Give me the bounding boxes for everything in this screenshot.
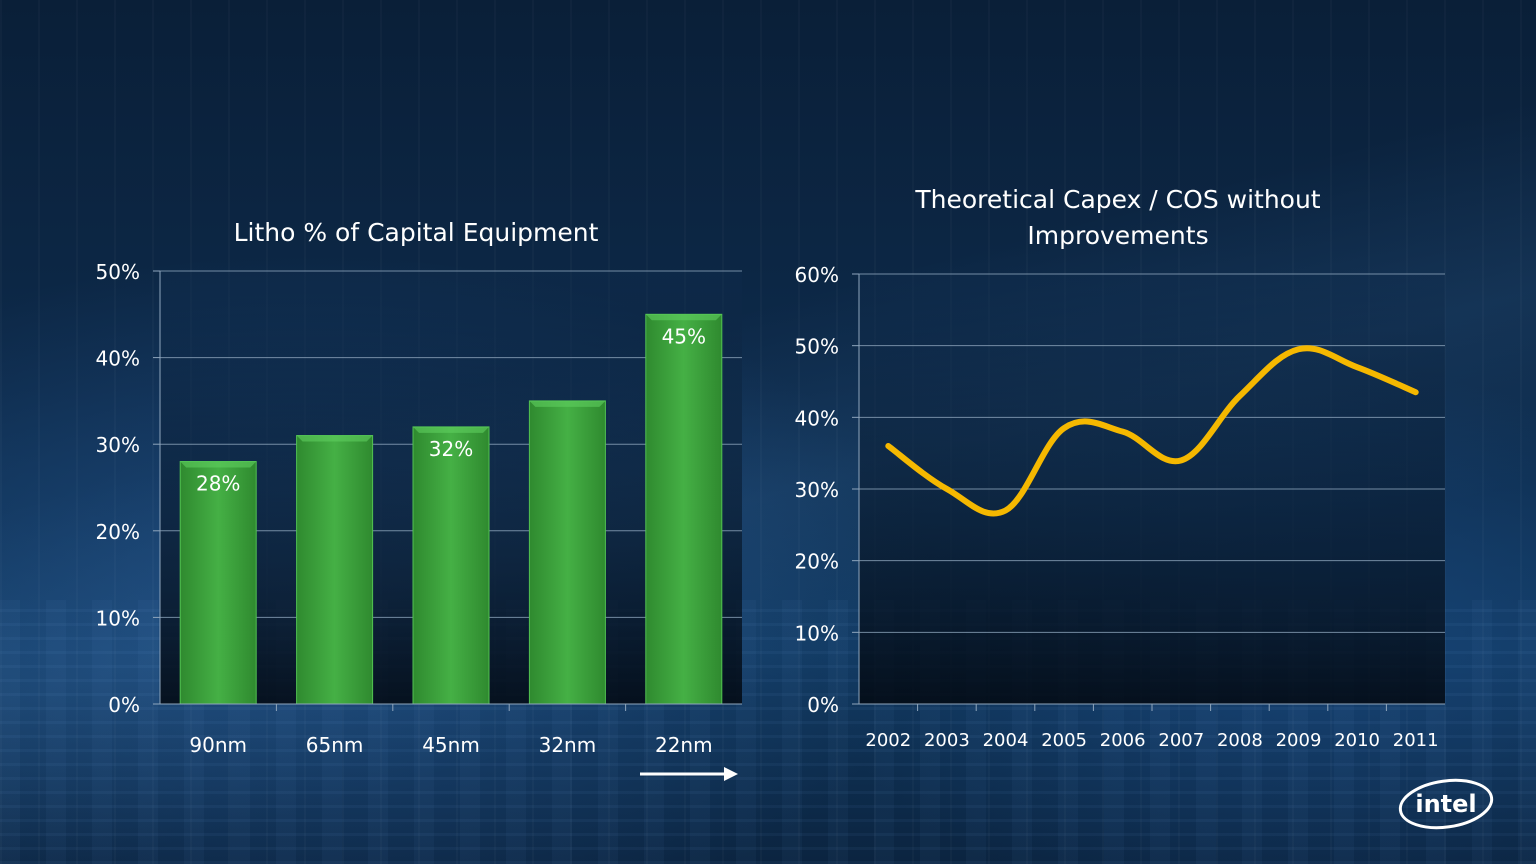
bar-45nm [412, 426, 490, 705]
line-y-tick-label: 10% [795, 621, 839, 645]
bar-65nm [296, 435, 374, 705]
bar-data-label: 28% [196, 472, 240, 496]
bar-chart-title: Litho % of Capital Equipment [234, 218, 599, 247]
line-points [888, 349, 1416, 511]
intel-logo-text: intel [1415, 790, 1476, 818]
line-x-tick-label: 2008 [1217, 730, 1263, 751]
line-series-capex-cos [885, 345, 1419, 517]
line-x-tick-label: 2007 [1158, 730, 1204, 751]
line-y-tick-label: 50% [795, 335, 839, 359]
bar-data-label: 45% [662, 324, 706, 348]
line-y-tick-label: 30% [795, 478, 839, 502]
bar-bevel [645, 314, 722, 321]
bar-22nm [645, 313, 723, 705]
bar-bevel [296, 435, 373, 442]
line-x-tick-label: 2010 [1334, 730, 1380, 751]
bar-x-tick-label: 32nm [539, 733, 597, 757]
bar-32nm [528, 400, 606, 705]
arrow-annotation [640, 767, 738, 781]
line-x-tick-label: 2002 [865, 730, 911, 751]
bar-bevel [529, 400, 606, 407]
line-x-ticks: 2002 2003 2004 2005 2006 2007 2008 2009 2010 2011 [865, 704, 1439, 751]
line-y-tick-label: 40% [795, 406, 839, 430]
bar-chart: Litho % of Capital Equipment 0% 10% 20% 30%… [96, 218, 742, 781]
line-gridlines [859, 273, 1445, 633]
intel-logo-icon: intel [1398, 778, 1494, 830]
bar-y-tick-label: 50% [96, 260, 140, 284]
bar-gridlines [160, 270, 742, 618]
line-y-tick-label: 0% [807, 693, 839, 717]
line-x-tick-label: 2011 [1393, 730, 1439, 751]
line-chart: Theoretical Capex / COS without Improvem… [795, 185, 1445, 751]
bars: 28% 32% 45% [179, 313, 723, 705]
bar-y-tick-label: 30% [96, 433, 140, 457]
bar-y-tick-label: 40% [96, 347, 140, 371]
bar-y-tick-label: 20% [96, 520, 140, 544]
bar-x-tick-label: 65nm [306, 733, 364, 757]
bar-y-tick-label: 0% [108, 693, 140, 717]
line-chart-title-line-1: Theoretical Capex / COS without [914, 185, 1320, 214]
line-x-tick-label: 2009 [1276, 730, 1322, 751]
line-x-tick-label: 2003 [924, 730, 970, 751]
line-y-tick-label: 60% [795, 263, 839, 287]
line-y-ticks: 0% 10% 20% 30% 40% 50% 60% [795, 263, 859, 717]
bar-x-tick-label: 22nm [655, 733, 713, 757]
bar-x-tick-label: 90nm [189, 733, 247, 757]
bar-y-ticks: 0% 10% 20% 30% 40% 50% [96, 260, 160, 717]
bar-bevel [180, 461, 257, 468]
bar-y-tick-label: 10% [96, 606, 140, 630]
line-y-tick-label: 20% [795, 550, 839, 574]
line-chart-title-line-2: Improvements [1027, 221, 1208, 250]
line-x-tick-label: 2006 [1100, 730, 1146, 751]
bar-90nm [179, 461, 257, 705]
line-x-tick-label: 2005 [1041, 730, 1087, 751]
bar-x-tick-label: 45nm [422, 733, 480, 757]
bar-x-ticks: 90nm 65nm 45nm 32nm 22nm [189, 704, 713, 757]
bar-data-label: 32% [429, 437, 473, 461]
line-x-tick-label: 2004 [983, 730, 1029, 751]
bar-bevel [413, 426, 489, 433]
